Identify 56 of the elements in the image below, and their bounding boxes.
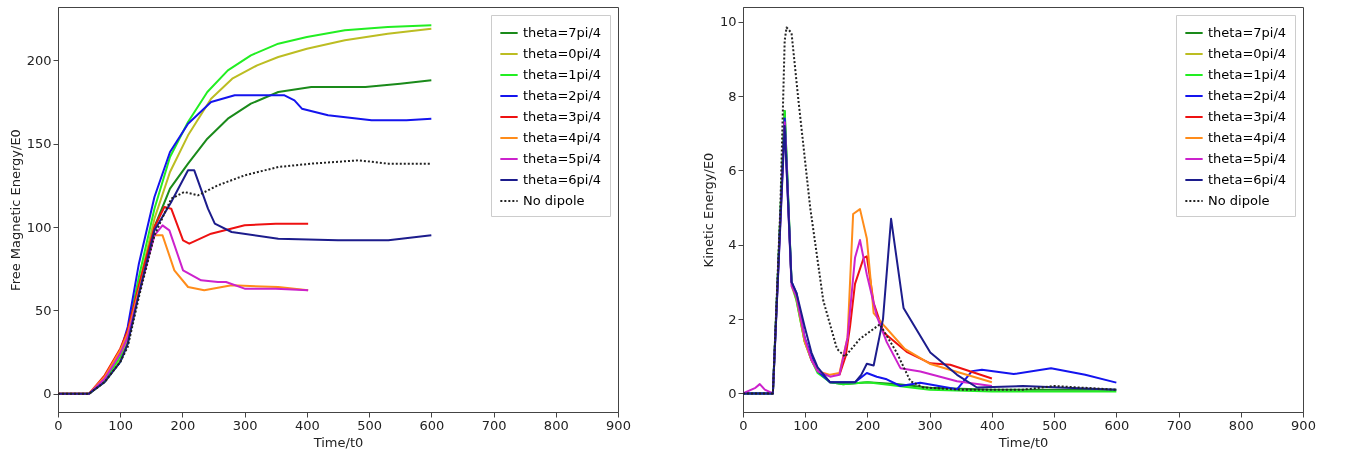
y-tick-label: 100 [26, 219, 52, 235]
legend-label: theta=6pi/4 [523, 172, 602, 187]
legend-label: theta=1pi/4 [1208, 67, 1287, 82]
y-tick-label: 2 [728, 311, 737, 327]
legend-label: theta=7pi/4 [1208, 25, 1287, 40]
x-tick-label: 200 [170, 417, 196, 433]
line-series [795, 208, 993, 384]
legend-label: theta=5pi/4 [1208, 151, 1287, 166]
x-tick-label: 100 [108, 417, 134, 433]
x-tick-label: 700 [481, 417, 507, 433]
x-tick-label: 400 [294, 417, 320, 433]
legend-label: theta=4pi/4 [523, 130, 602, 145]
legend-label: theta=0pi/4 [523, 46, 602, 61]
x-tick-label: 600 [419, 417, 445, 433]
x-tick-label: 300 [232, 417, 258, 433]
legend-label: theta=4pi/4 [1208, 130, 1287, 145]
y-tick-label: 4 [728, 237, 737, 253]
legend-label: No dipole [523, 193, 585, 208]
x-tick-label: 900 [1291, 417, 1316, 433]
legend-label: theta=0pi/4 [1208, 46, 1287, 61]
y-tick-label: 0 [728, 385, 737, 401]
x-tick-label: 100 [793, 417, 819, 433]
x-tick-label: 900 [606, 417, 631, 433]
y-tick-label: 150 [26, 136, 52, 152]
x-axis-title: Time/t0 [312, 434, 364, 450]
x-tick-label: 0 [739, 417, 748, 433]
x-tick-label: 200 [855, 417, 881, 433]
x-tick-label: 500 [1042, 417, 1068, 433]
legend-label: theta=6pi/4 [1208, 172, 1287, 187]
x-tick-label: 700 [1166, 417, 1192, 433]
legend-label: theta=2pi/4 [523, 88, 602, 103]
x-tick-label: 800 [1228, 417, 1254, 433]
x-tick-label: 0 [54, 417, 63, 433]
y-tick-label: 10 [719, 14, 737, 30]
y-axis-title: Kinetic Energy/E0 [700, 152, 716, 268]
x-tick-label: 600 [1104, 417, 1130, 433]
legend-label: theta=3pi/4 [523, 109, 602, 124]
y-tick-label: 0 [43, 386, 52, 402]
legend-label: theta=7pi/4 [523, 25, 602, 40]
x-tick-label: 500 [357, 417, 383, 433]
line-series [838, 255, 993, 380]
legend-label: No dipole [1208, 193, 1270, 208]
legend-label: theta=3pi/4 [1208, 109, 1287, 124]
x-tick-label: 800 [543, 417, 569, 433]
legend-label: theta=5pi/4 [523, 151, 602, 166]
x-axis-title: Time/t0 [997, 434, 1049, 450]
x-tick-label: 300 [917, 417, 943, 433]
y-tick-label: 200 [26, 52, 52, 68]
y-axis-title: Free Magnetic Energy/E0 [7, 129, 23, 291]
x-tick-label: 400 [979, 417, 1005, 433]
legend-label: theta=2pi/4 [1208, 88, 1287, 103]
legend-label: theta=1pi/4 [523, 67, 602, 82]
line-series [743, 26, 1118, 395]
y-tick-label: 50 [34, 302, 52, 318]
y-tick-label: 6 [728, 162, 737, 178]
y-tick-label: 8 [728, 88, 737, 104]
